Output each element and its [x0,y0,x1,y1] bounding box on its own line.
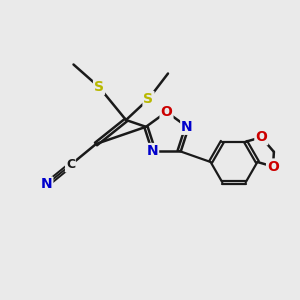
Text: C: C [66,158,75,172]
Text: O: O [160,105,172,119]
Text: S: S [94,80,104,94]
Text: N: N [146,144,158,158]
Text: N: N [181,120,193,134]
Text: O: O [267,160,279,173]
Text: O: O [255,130,267,144]
Text: N: N [41,178,52,191]
Text: S: S [143,92,154,106]
